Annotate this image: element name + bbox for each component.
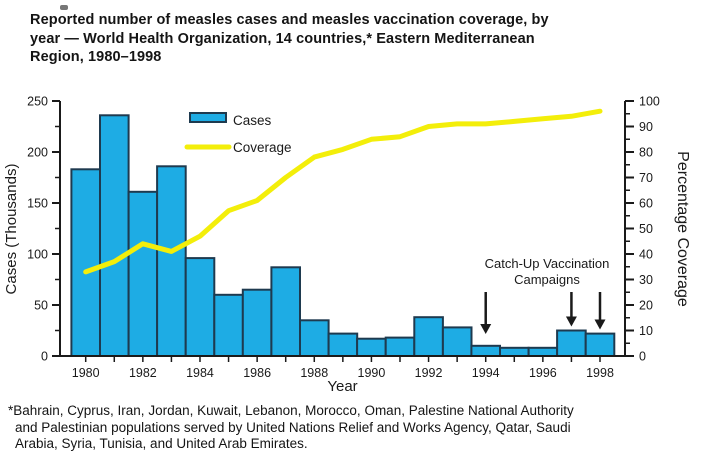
scan-artifact [60,5,68,10]
bar-1992 [413,316,444,358]
y-right-tick-label: 20 [639,299,653,313]
bar-1991 [384,336,416,358]
bar-1986 [241,288,273,358]
x-tick-label-1984: 1984 [186,366,214,380]
x-tick-label-1982: 1982 [129,366,157,380]
figure-title-line-3: Region, 1980–1998 [30,49,162,65]
y-right-tick-label: 100 [639,95,660,109]
legend-coverage-label: Coverage [233,140,292,155]
right-axis-title: Percentage Coverage [674,151,691,307]
y-right-tick-label: 70 [639,171,653,185]
x-axis-title: Year [327,378,357,395]
x-tick-label-1986: 1986 [243,366,271,380]
arrow-head-1994 [480,324,492,334]
y-right-tick-label: 0 [639,350,646,364]
bar-1989 [327,332,359,358]
arrow-head-1998 [594,319,606,330]
figure-title-line-2: year — World Health Organization, 14 cou… [30,30,535,47]
y-left-tick-label: 150 [27,197,48,211]
footnote: *Bahrain, Cyprus, Iran, Jordan, Kuwait, … [8,403,700,453]
legend-cases-swatch [189,112,227,123]
legend: Cases Coverage [184,112,292,155]
y-right-tick-label: 10 [639,324,653,338]
y-left-tick-label: 200 [27,146,48,160]
legend-cases-label: Cases [233,113,272,128]
bar-1982 [127,190,159,357]
y-left-tick-label: 0 [41,350,48,364]
figure-title-line-1: Reported number of measles cases and mea… [30,12,549,28]
bar-1981 [99,114,130,357]
y-right-tick-label: 30 [639,273,653,287]
bar-1987 [270,266,301,357]
bar-1993 [441,326,473,357]
x-tick-label-1988: 1988 [300,366,328,380]
bar-1985 [213,293,244,357]
footnote-line-1: *Bahrain, Cyprus, Iran, Jordan, Kuwait, … [8,403,574,418]
arrow-head-1997 [565,316,577,327]
bar-1998 [584,332,616,358]
footnote-line-2: and Palestinian populations served by Un… [15,419,571,435]
x-tick-label-1992: 1992 [415,366,443,380]
bar-1996 [527,346,559,357]
y-right-tick-label: 80 [639,146,653,160]
y-right-tick-label: 90 [639,120,653,134]
bar-1994 [470,344,501,357]
x-tick-label-1994: 1994 [472,366,500,380]
x-tick-label-1980: 1980 [72,366,100,380]
bar-1988 [299,319,330,357]
x-tick-label-1990: 1990 [358,366,386,380]
bar-1980 [70,168,102,357]
bar-1995 [499,346,530,357]
bar-1984 [184,257,216,358]
bar-1983 [156,165,187,357]
y-left-tick-label: 50 [34,299,48,313]
x-tick-label-1996: 1996 [529,366,557,380]
y-right-tick-label: 40 [639,248,653,262]
y-right-tick-label: 60 [639,197,653,211]
y-right-tick-label: 50 [639,222,653,236]
annotation-line-1: Catch-Up Vaccination [485,256,610,271]
bar-1990 [356,337,387,358]
bar-1997 [556,329,587,357]
coverage-line [83,108,603,275]
x-tick-label-1998: 1998 [586,366,614,380]
annotation-line-2: Campaigns [514,272,580,287]
footnote-line-3: Arabia, Syria, Tunisia, and United Arab … [15,436,308,451]
figure-title: Reported number of measles cases and mea… [30,11,680,67]
left-axis-title: Cases (Thousands) [3,164,20,295]
y-left-tick-label: 250 [27,95,48,109]
y-left-tick-label: 100 [27,248,48,262]
